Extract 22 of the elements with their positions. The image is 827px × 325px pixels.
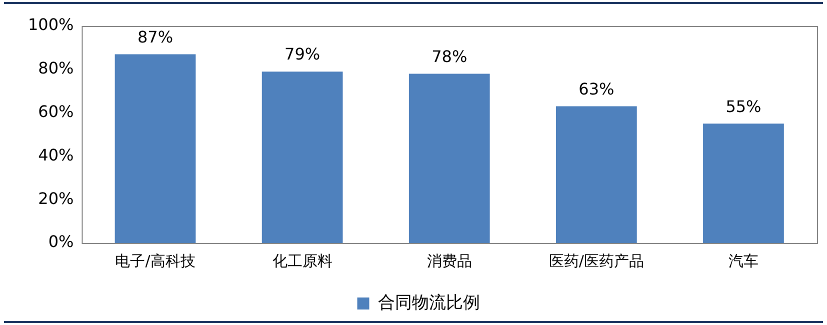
y-tick-label: 0% (48, 232, 74, 252)
x-tick-label: 汽车 (728, 252, 758, 270)
y-tick-label: 100% (28, 15, 74, 34)
y-tick-label: 20% (38, 188, 74, 208)
y-tick-label: 40% (38, 145, 74, 164)
data-label: 79% (284, 44, 320, 64)
data-label: 63% (578, 79, 614, 98)
bar (408, 74, 490, 243)
data-label: 55% (726, 96, 762, 116)
y-tick-label: 60% (38, 102, 74, 121)
x-tick-label: 化工原料 (272, 252, 332, 270)
data-label: 87% (137, 27, 174, 46)
y-tick-label: 80% (38, 58, 74, 78)
legend-label: 合同物流比例 (378, 292, 480, 313)
data-label: 78% (432, 46, 468, 66)
bar (703, 124, 784, 243)
x-tick-label: 电子/高科技 (115, 252, 196, 270)
x-tick-label: 消费品 (426, 252, 472, 270)
x-tick-label: 医药/医药产品 (548, 252, 644, 270)
bar (262, 72, 343, 243)
bar (114, 54, 196, 243)
bar (556, 106, 637, 243)
